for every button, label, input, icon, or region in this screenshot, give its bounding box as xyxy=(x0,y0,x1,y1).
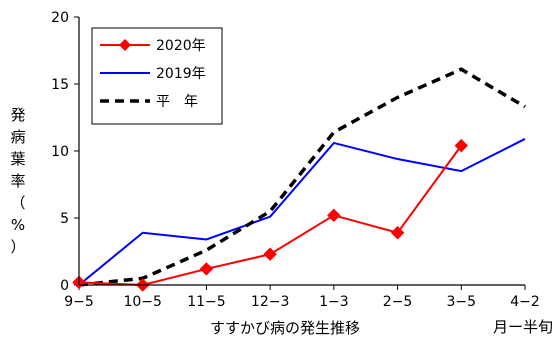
y-tick-label: 15 xyxy=(51,77,69,93)
data-point xyxy=(263,247,277,261)
x-tick-label: 4−2 xyxy=(510,294,540,310)
y-axis-title-char: 病 xyxy=(10,128,25,146)
y-axis-title-char: ） xyxy=(10,238,25,256)
y-axis-title-char: % xyxy=(11,216,25,234)
y-axis-title-char: 率 xyxy=(10,172,25,190)
data-point xyxy=(390,226,405,240)
y-axis-title: 発病葉率 （% ） xyxy=(10,106,25,256)
x-tick-label: 3−5 xyxy=(447,294,477,310)
data-point xyxy=(199,262,214,276)
x-unit-label: 月ー半旬 xyxy=(493,318,553,336)
legend-label: 2020年 xyxy=(156,38,206,54)
x-axis-title: すすかび病の発生推移 xyxy=(210,319,360,337)
y-axis-title-char: 葉 xyxy=(10,150,25,168)
x-tick-label: 11−5 xyxy=(187,294,225,310)
y-tick-label: 5 xyxy=(60,211,69,227)
x-tick-label: 1−3 xyxy=(319,294,349,310)
y-axis-title-char: （ xyxy=(10,194,25,212)
x-tick-label: 2−5 xyxy=(383,294,413,310)
y-tick-label: 10 xyxy=(51,144,69,160)
x-tick-label: 10−5 xyxy=(123,294,161,310)
y-axis-title-char: 発 xyxy=(10,106,25,124)
legend-label: 2019年 xyxy=(156,66,206,82)
series-line xyxy=(78,67,526,287)
x-tick-label: 12−3 xyxy=(251,294,289,310)
x-tick-label: 9−5 xyxy=(64,294,94,310)
legend-label: 平 年 xyxy=(156,94,198,110)
y-tick-label: 0 xyxy=(60,278,69,294)
data-point xyxy=(454,138,468,153)
y-axis-ticks: 0 5 10 15 20 xyxy=(51,10,79,294)
legend-marker xyxy=(119,39,131,51)
y-tick-label: 20 xyxy=(51,10,69,26)
x-axis-ticks: 9−5 10−5 11−5 12−3 1−3 2−5 3−5 4−2 xyxy=(64,285,540,310)
data-point xyxy=(327,208,341,223)
series-line xyxy=(78,138,526,286)
